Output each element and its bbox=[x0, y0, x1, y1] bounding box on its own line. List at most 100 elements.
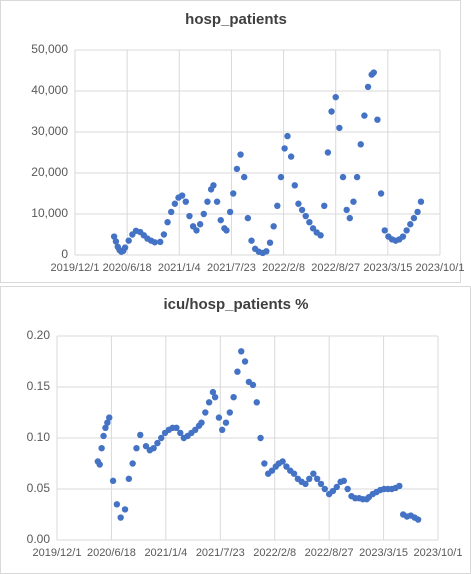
y-tick-label: 0 bbox=[61, 247, 68, 261]
data-point bbox=[238, 348, 245, 355]
data-point bbox=[263, 248, 270, 255]
y-tick-label: 40,000 bbox=[31, 83, 68, 97]
data-point bbox=[96, 461, 103, 468]
data-point bbox=[281, 145, 288, 152]
data-point bbox=[270, 223, 277, 230]
data-point bbox=[192, 426, 199, 434]
data-point bbox=[248, 237, 255, 244]
data-point bbox=[160, 231, 168, 238]
data-point bbox=[104, 419, 111, 426]
data-point bbox=[226, 208, 234, 216]
data-point bbox=[193, 227, 200, 234]
data-point bbox=[343, 206, 350, 214]
data-point bbox=[340, 477, 348, 485]
data-point bbox=[102, 424, 109, 431]
y-tick-label: 0.20 bbox=[27, 328, 51, 342]
data-point bbox=[414, 516, 422, 523]
data-point bbox=[333, 483, 340, 491]
data-point bbox=[182, 198, 190, 205]
data-point bbox=[291, 182, 298, 189]
data-point bbox=[290, 470, 298, 477]
x-tick-label: 2022/2/8 bbox=[253, 547, 296, 559]
data-point bbox=[151, 239, 158, 246]
y-tick-label: 0.15 bbox=[27, 379, 51, 393]
data-point bbox=[306, 219, 313, 226]
data-point bbox=[302, 212, 309, 220]
data-point bbox=[350, 198, 357, 205]
data-point bbox=[209, 388, 217, 396]
data-point bbox=[233, 165, 241, 173]
chart-title: icu/hosp_patients % bbox=[163, 296, 308, 313]
data-point bbox=[364, 83, 372, 91]
data-point bbox=[168, 208, 175, 216]
data-point bbox=[129, 460, 136, 467]
x-tick-label: 2023/10/1 bbox=[414, 547, 463, 559]
x-tick-label: 2021/1/4 bbox=[144, 547, 187, 559]
y-tick-label: 30,000 bbox=[31, 124, 68, 138]
y-tick-label: 0.10 bbox=[27, 430, 51, 444]
data-point bbox=[171, 200, 179, 207]
data-point bbox=[125, 475, 133, 482]
data-point bbox=[339, 173, 347, 181]
data-point bbox=[357, 141, 364, 148]
x-tick-label: 2022/8/27 bbox=[305, 547, 354, 559]
data-point bbox=[211, 394, 219, 401]
data-point bbox=[137, 431, 144, 439]
data-point bbox=[332, 93, 339, 101]
chart-frame bbox=[0, 286, 471, 574]
data-point bbox=[237, 151, 244, 158]
data-point bbox=[215, 414, 223, 421]
data-point bbox=[196, 221, 204, 228]
y-tick-label: 20,000 bbox=[31, 165, 68, 179]
data-point bbox=[198, 419, 205, 426]
data-point bbox=[274, 202, 281, 209]
x-tick-label: 2022/8/27 bbox=[311, 262, 360, 274]
data-point bbox=[309, 225, 317, 232]
data-point bbox=[403, 227, 410, 234]
data-point bbox=[374, 116, 381, 123]
data-point bbox=[164, 219, 171, 226]
data-point bbox=[295, 200, 302, 207]
data-point bbox=[150, 445, 157, 452]
data-point bbox=[205, 399, 213, 406]
data-point bbox=[361, 112, 368, 119]
data-point bbox=[306, 475, 313, 482]
data-point bbox=[158, 434, 165, 442]
data-point bbox=[173, 424, 180, 431]
data-point bbox=[261, 460, 268, 467]
data-point bbox=[223, 227, 230, 234]
data-point bbox=[277, 173, 285, 181]
data-point bbox=[218, 426, 226, 434]
data-point bbox=[186, 212, 193, 220]
data-point bbox=[154, 439, 161, 447]
data-point bbox=[414, 208, 421, 216]
data-point bbox=[230, 190, 237, 197]
y-tick-label: 0.05 bbox=[27, 481, 51, 495]
x-tick-label: 2021/7/23 bbox=[196, 547, 245, 559]
data-point bbox=[157, 238, 164, 246]
data-point bbox=[244, 214, 252, 222]
x-tick-label: 2022/2/8 bbox=[262, 262, 305, 274]
data-point bbox=[353, 173, 361, 181]
data-point bbox=[399, 233, 407, 240]
y-tick-label: 50,000 bbox=[31, 42, 68, 56]
data-point bbox=[284, 132, 291, 140]
data-point bbox=[109, 477, 117, 485]
data-point bbox=[321, 485, 328, 493]
x-tick-label: 2019/12/1 bbox=[33, 547, 82, 559]
y-tick-label: 0.00 bbox=[27, 532, 51, 546]
data-point bbox=[298, 206, 306, 214]
data-point bbox=[346, 214, 353, 222]
data-point bbox=[310, 470, 317, 477]
y-tick-label: 10,000 bbox=[31, 206, 68, 220]
data-point bbox=[112, 238, 120, 245]
data-point bbox=[222, 419, 230, 426]
data-point bbox=[226, 409, 234, 416]
data-point bbox=[234, 368, 241, 375]
x-tick-label: 2023/10/1 bbox=[416, 262, 465, 274]
data-point bbox=[317, 232, 324, 239]
data-point bbox=[313, 475, 321, 482]
data-point bbox=[204, 198, 211, 205]
data-point bbox=[324, 149, 332, 156]
